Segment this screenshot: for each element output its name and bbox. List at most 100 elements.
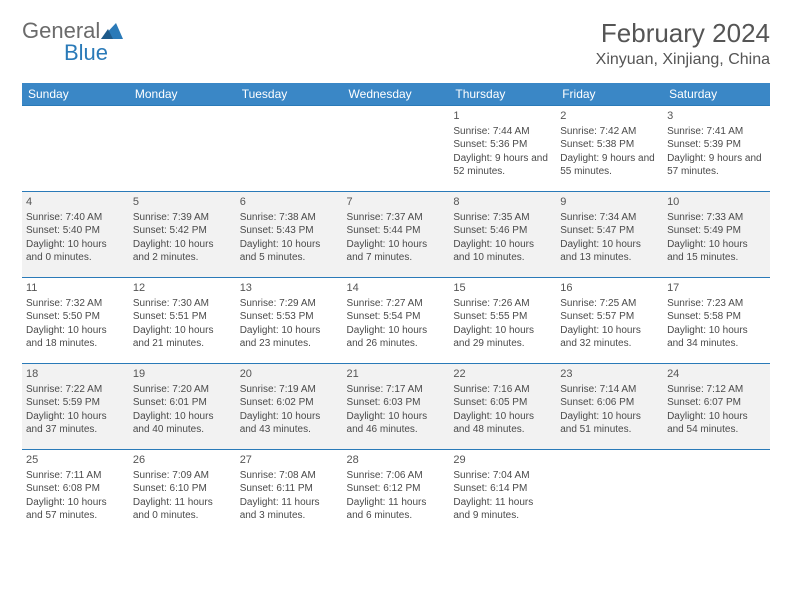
calendar-day-cell: 21Sunrise: 7:17 AMSunset: 6:03 PMDayligh… (343, 364, 450, 450)
sunrise-text: Sunrise: 7:30 AM (133, 297, 232, 311)
daylight-text: Daylight: 10 hours and 57 minutes. (26, 496, 125, 523)
sunrise-text: Sunrise: 7:12 AM (667, 383, 766, 397)
calendar-day-cell: 7Sunrise: 7:37 AMSunset: 5:44 PMDaylight… (343, 192, 450, 278)
sunset-text: Sunset: 5:49 PM (667, 224, 766, 238)
calendar-week-row: 4Sunrise: 7:40 AMSunset: 5:40 PM Daylight… (22, 192, 770, 278)
calendar-day-cell: 12Sunrise: 7:30 AMSunset: 5:51 PMDayligh… (129, 278, 236, 364)
sunset-text: Sunset: 5:46 PM (453, 224, 552, 238)
day-header: Wednesday (343, 83, 450, 106)
sunset-text: Sunset: 6:01 PM (133, 396, 232, 410)
sunset-text: Sunset: 5:42 PM (133, 224, 232, 238)
calendar-day-cell: 9Sunrise: 7:34 AMSunset: 5:47 PMDaylight… (556, 192, 663, 278)
sunrise-text: Sunrise: 7:29 AM (240, 297, 339, 311)
day-number: 29 (453, 453, 552, 468)
calendar-day-cell: 27Sunrise: 7:08 AMSunset: 6:11 PMDayligh… (236, 450, 343, 536)
daylight-text: Daylight: 10 hours and 5 minutes. (240, 238, 339, 265)
day-number: 3 (667, 109, 766, 124)
sunrise-text: Sunrise: 7:09 AM (133, 469, 232, 483)
sunset-text: Sunset: 5:51 PM (133, 310, 232, 324)
calendar-day-cell: 1Sunrise: 7:44 AMSunset: 5:36 PMDaylight… (449, 106, 556, 192)
sunrise-text: Sunrise: 7:20 AM (133, 383, 232, 397)
sunrise-text: Sunrise: 7:39 AM (133, 211, 232, 225)
day-number: 5 (133, 195, 232, 210)
sunset-text: Sunset: 5:40 PM (26, 224, 125, 238)
daylight-text: Daylight: 10 hours and 34 minutes. (667, 324, 766, 351)
sunset-text: Sunset: 5:57 PM (560, 310, 659, 324)
day-number: 2 (560, 109, 659, 124)
calendar-day-cell: 14Sunrise: 7:27 AMSunset: 5:54 PMDayligh… (343, 278, 450, 364)
calendar-day-cell: 13Sunrise: 7:29 AMSunset: 5:53 PMDayligh… (236, 278, 343, 364)
day-number: 7 (347, 195, 446, 210)
sunrise-text: Sunrise: 7:40 AM (26, 211, 125, 225)
calendar-day-cell: 22Sunrise: 7:16 AMSunset: 6:05 PMDayligh… (449, 364, 556, 450)
calendar-day-cell: 25Sunrise: 7:11 AMSunset: 6:08 PMDayligh… (22, 450, 129, 536)
calendar-day-cell: 19Sunrise: 7:20 AMSunset: 6:01 PMDayligh… (129, 364, 236, 450)
calendar-week-row: 18Sunrise: 7:22 AMSunset: 5:59 PMDayligh… (22, 364, 770, 450)
calendar-week-row: 11Sunrise: 7:32 AMSunset: 5:50 PM Dayligh… (22, 278, 770, 364)
day-number: 8 (453, 195, 552, 210)
sunset-text: Sunset: 5:53 PM (240, 310, 339, 324)
day-number: 22 (453, 367, 552, 382)
sunset-text: Sunset: 5:54 PM (347, 310, 446, 324)
calendar-day-cell: 29Sunrise: 7:04 AMSunset: 6:14 PMDayligh… (449, 450, 556, 536)
daylight-text: Daylight: 10 hours and 40 minutes. (133, 410, 232, 437)
sunset-text: Sunset: 6:07 PM (667, 396, 766, 410)
calendar-day-cell: 8Sunrise: 7:35 AMSunset: 5:46 PMDaylight… (449, 192, 556, 278)
day-number: 21 (347, 367, 446, 382)
sunrise-text: Sunrise: 7:42 AM (560, 125, 659, 139)
sunrise-text: Sunrise: 7:16 AM (453, 383, 552, 397)
daylight-text: Daylight: 10 hours and 26 minutes. (347, 324, 446, 351)
sunrise-text: Sunrise: 7:37 AM (347, 211, 446, 225)
sunset-text: Sunset: 6:08 PM (26, 482, 125, 496)
daylight-text: Daylight: 10 hours and 48 minutes. (453, 410, 552, 437)
day-number: 11 (26, 281, 125, 296)
day-number: 20 (240, 367, 339, 382)
calendar-day-cell: 5Sunrise: 7:39 AMSunset: 5:42 PMDaylight… (129, 192, 236, 278)
sunrise-text: Sunrise: 7:23 AM (667, 297, 766, 311)
sunrise-text: Sunrise: 7:32 AM (26, 297, 125, 311)
daylight-text: Daylight: 9 hours and 57 minutes. (667, 152, 766, 179)
day-number: 15 (453, 281, 552, 296)
sunrise-text: Sunrise: 7:08 AM (240, 469, 339, 483)
day-number: 12 (133, 281, 232, 296)
sunrise-text: Sunrise: 7:06 AM (347, 469, 446, 483)
sunset-text: Sunset: 6:05 PM (453, 396, 552, 410)
daylight-text: Daylight: 10 hours and 13 minutes. (560, 238, 659, 265)
daylight-text: Daylight: 10 hours and 43 minutes. (240, 410, 339, 437)
sunset-text: Sunset: 5:50 PM (26, 310, 125, 324)
sunrise-text: Sunrise: 7:17 AM (347, 383, 446, 397)
calendar-day-cell (556, 450, 663, 536)
day-header: Friday (556, 83, 663, 106)
day-header-row: Sunday Monday Tuesday Wednesday Thursday… (22, 83, 770, 106)
day-number: 18 (26, 367, 125, 382)
daylight-text: Daylight: 11 hours and 0 minutes. (133, 496, 232, 523)
sunset-text: Sunset: 5:36 PM (453, 138, 552, 152)
daylight-text: Daylight: 10 hours and 23 minutes. (240, 324, 339, 351)
day-number: 6 (240, 195, 339, 210)
calendar-week-row: 25Sunrise: 7:11 AMSunset: 6:08 PMDayligh… (22, 450, 770, 536)
daylight-text: Daylight: 11 hours and 9 minutes. (453, 496, 552, 523)
sunset-text: Sunset: 6:06 PM (560, 396, 659, 410)
day-number: 17 (667, 281, 766, 296)
page-title: February 2024 (596, 18, 770, 49)
sunrise-text: Sunrise: 7:22 AM (26, 383, 125, 397)
calendar-day-cell: 16Sunrise: 7:25 AMSunset: 5:57 PMDayligh… (556, 278, 663, 364)
sunrise-text: Sunrise: 7:25 AM (560, 297, 659, 311)
day-number: 19 (133, 367, 232, 382)
daylight-text: Daylight: 10 hours and 54 minutes. (667, 410, 766, 437)
calendar-day-cell: 17Sunrise: 7:23 AMSunset: 5:58 PMDayligh… (663, 278, 770, 364)
day-number: 4 (26, 195, 125, 210)
sunrise-text: Sunrise: 7:35 AM (453, 211, 552, 225)
sunrise-text: Sunrise: 7:11 AM (26, 469, 125, 483)
calendar-day-cell: 3Sunrise: 7:41 AMSunset: 5:39 PMDaylight… (663, 106, 770, 192)
sunset-text: Sunset: 5:43 PM (240, 224, 339, 238)
logo-text-blue: Blue (64, 40, 123, 66)
daylight-text: Daylight: 10 hours and 15 minutes. (667, 238, 766, 265)
logo: GeneralBlue (22, 18, 123, 66)
calendar-day-cell (236, 106, 343, 192)
daylight-text: Daylight: 11 hours and 3 minutes. (240, 496, 339, 523)
sunrise-text: Sunrise: 7:27 AM (347, 297, 446, 311)
calendar-day-cell: 11Sunrise: 7:32 AMSunset: 5:50 PMDayligh… (22, 278, 129, 364)
calendar-day-cell: 2Sunrise: 7:42 AMSunset: 5:38 PMDaylight… (556, 106, 663, 192)
sunset-text: Sunset: 6:14 PM (453, 482, 552, 496)
